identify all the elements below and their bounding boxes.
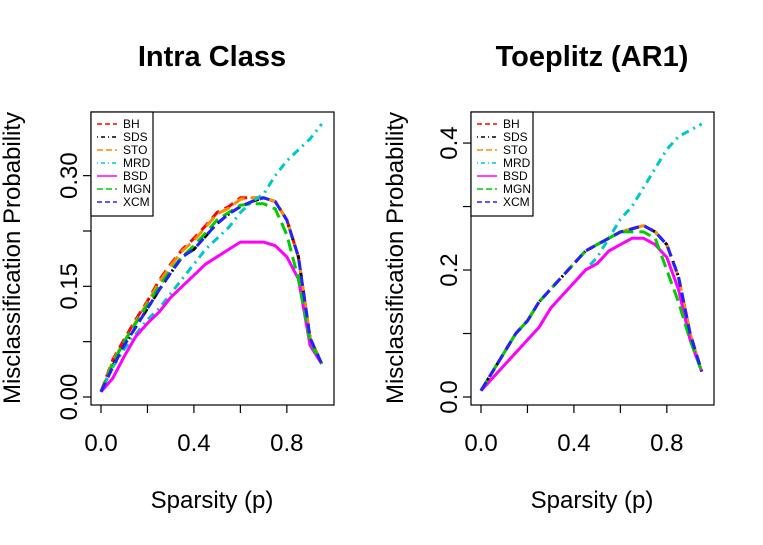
y-tick-label: 0.4 (436, 126, 463, 159)
y-tick-label: 0.0 (436, 380, 463, 413)
legend-label-sto: STO (503, 143, 527, 157)
series-group (479, 122, 704, 392)
legend-label-xcm: XCM (123, 195, 150, 209)
series-line-bsd (99, 240, 323, 393)
legend-label-mgn: MGN (123, 182, 151, 196)
legend-label-sds: SDS (503, 130, 528, 144)
y-axis-label: Misclassification Probability (382, 112, 409, 404)
legend-label-bsd: BSD (503, 169, 528, 183)
plot-frame (470, 111, 715, 406)
y-tick-label: 0.15 (56, 263, 83, 310)
series-line-xcm (99, 196, 324, 393)
chart-title: Toeplitz (AR1) (496, 41, 689, 73)
x-axis-label: Sparsity (p) (151, 487, 274, 514)
legend-label-xcm: XCM (503, 195, 530, 209)
legend-label-bh: BH (123, 117, 140, 131)
legend-box (90, 111, 154, 217)
y-tick-label: 0.00 (56, 374, 83, 421)
y-tick-label: 0.30 (56, 152, 83, 199)
legend-label-mrd: MRD (503, 156, 531, 170)
x-tick-label: 0.0 (84, 430, 117, 457)
series-line-bsd (479, 236, 704, 392)
x-tick-label: 0.0 (464, 430, 497, 457)
legend-label-mgn: MGN (503, 182, 531, 196)
x-tick-label: 0.8 (650, 430, 683, 457)
y-tick-label: 0.2 (436, 253, 463, 286)
legend-box (470, 111, 534, 217)
chart-toeplitz-ar1: Toeplitz (AR1) Misclassification Probabi… (382, 41, 715, 514)
x-tick-label: 0.4 (177, 430, 210, 457)
y-axis-label: Misclassification Probability (0, 112, 26, 404)
legend-label-bsd: BSD (123, 169, 148, 183)
series-line-xcm (479, 224, 704, 392)
x-axis-label: Sparsity (p) (531, 487, 654, 514)
series-line-mgn (479, 230, 704, 392)
series-group (99, 123, 324, 393)
chart-title: Intra Class (138, 41, 286, 73)
legend-label-sds: SDS (123, 130, 148, 144)
series-line-mrd (99, 123, 323, 393)
x-tick-label: 0.8 (270, 430, 303, 457)
legend-label-bh: BH (503, 117, 520, 131)
legend-label-sto: STO (123, 143, 147, 157)
plot-frame (90, 111, 335, 406)
series-line-mgn (99, 202, 324, 393)
chart-intra-class: Intra Class Misclassification Probabilit… (0, 41, 335, 514)
x-tick-label: 0.4 (557, 430, 590, 457)
legend-label-mrd: MRD (123, 156, 151, 170)
